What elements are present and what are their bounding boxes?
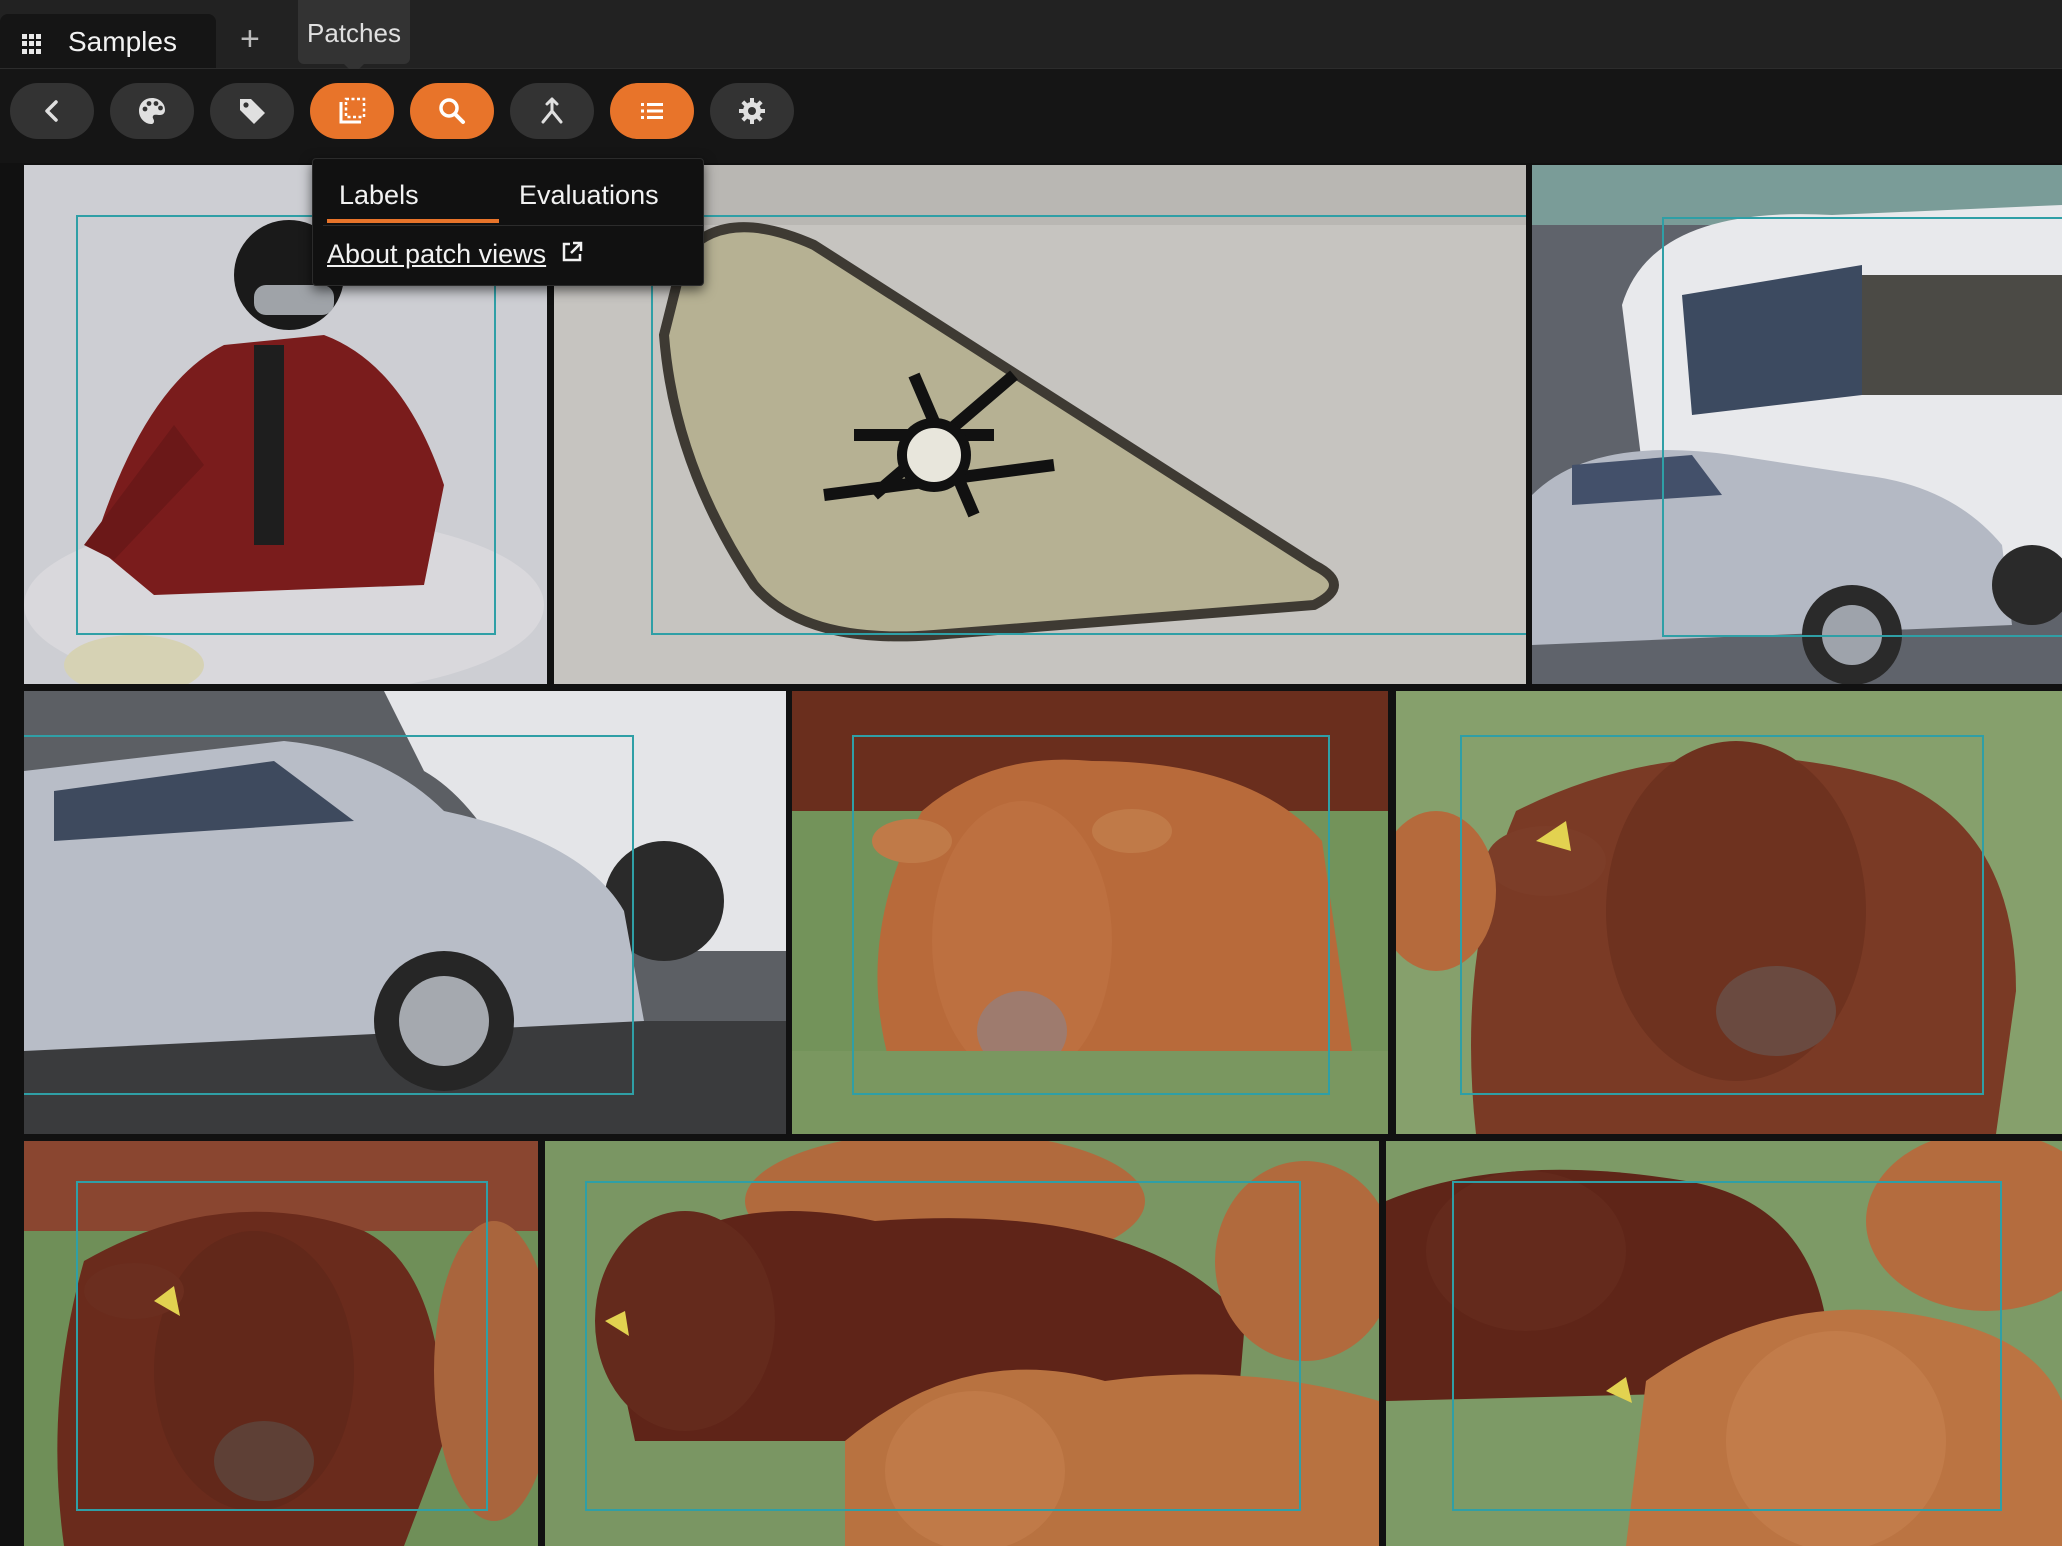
search-icon bbox=[439, 98, 465, 124]
cow-image bbox=[792, 691, 1388, 1134]
tab-label: Samples bbox=[68, 26, 177, 57]
snowboard-image bbox=[554, 165, 1526, 684]
merge-button[interactable] bbox=[510, 83, 594, 139]
tab-samples[interactable]: Samples bbox=[0, 14, 216, 68]
car-image bbox=[24, 691, 786, 1134]
grid-tile-snowboard[interactable] bbox=[554, 165, 1526, 684]
grid-tile-snowboarder[interactable] bbox=[24, 165, 547, 684]
tag-icon bbox=[240, 99, 265, 124]
grid-tile-cow-herd-right[interactable] bbox=[1386, 1141, 2062, 1546]
bounding-box bbox=[1662, 217, 2062, 637]
grid-tile-cow-herd[interactable] bbox=[545, 1141, 1379, 1546]
patches-popover: Labels Evaluations About patch views bbox=[312, 158, 704, 286]
patches-button[interactable] bbox=[310, 83, 394, 139]
bounding-box bbox=[1460, 735, 1984, 1095]
merge-icon bbox=[541, 97, 563, 124]
chevron-left-icon bbox=[45, 100, 58, 122]
grid-tile-cow-lying[interactable] bbox=[792, 691, 1388, 1134]
apps-grid-icon[interactable] bbox=[22, 34, 42, 54]
bounding-box bbox=[585, 1181, 1301, 1511]
external-link-icon[interactable] bbox=[559, 239, 585, 265]
patches-tooltip: Patches bbox=[298, 0, 410, 74]
tab-evaluations[interactable]: Evaluations bbox=[519, 180, 659, 210]
grid-tile-cow-dark-brown[interactable] bbox=[24, 1141, 538, 1546]
palette-icon bbox=[139, 98, 165, 124]
gear-icon bbox=[739, 98, 765, 124]
similarity-search-button[interactable] bbox=[410, 83, 494, 139]
list-view-button[interactable] bbox=[610, 83, 694, 139]
back-button[interactable] bbox=[10, 83, 94, 139]
bus-image bbox=[1532, 165, 2062, 684]
sample-grid bbox=[0, 163, 2062, 1546]
bounding-box bbox=[852, 735, 1330, 1095]
bounding-box bbox=[76, 1181, 488, 1511]
bounding-box bbox=[24, 735, 634, 1095]
cow-image bbox=[1396, 691, 2062, 1134]
tab-bar: Samples + Patches bbox=[0, 0, 2062, 74]
snowboarder-image bbox=[24, 165, 547, 684]
grid-tile-bus[interactable] bbox=[1532, 165, 2062, 684]
add-tab-button[interactable]: + bbox=[240, 20, 260, 58]
bounding-box bbox=[651, 215, 1526, 635]
tag-button[interactable] bbox=[210, 83, 294, 139]
crop-patches-icon bbox=[339, 97, 366, 124]
color-by-button[interactable] bbox=[110, 83, 194, 139]
tab-labels[interactable]: Labels bbox=[327, 173, 499, 223]
about-patch-views-link[interactable]: About patch views bbox=[327, 239, 547, 269]
grid-tile-car[interactable] bbox=[24, 691, 786, 1134]
bounding-box bbox=[76, 215, 496, 635]
bounding-box bbox=[1452, 1181, 2002, 1511]
cow-image bbox=[545, 1141, 1379, 1546]
popover-divider bbox=[323, 225, 703, 226]
grid-tile-cow-closeup[interactable] bbox=[1396, 691, 2062, 1134]
list-icon bbox=[641, 103, 663, 119]
action-toolbar bbox=[0, 69, 2062, 163]
cow-image bbox=[1386, 1141, 2062, 1546]
settings-button[interactable] bbox=[710, 83, 794, 139]
